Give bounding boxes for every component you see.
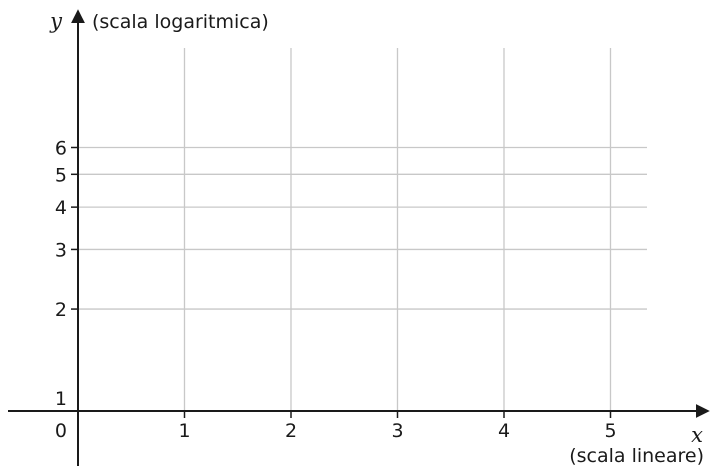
y-tick-label-1: 1 — [55, 388, 67, 410]
y-tick-label-3: 3 — [55, 239, 67, 261]
x-tick-label-5: 5 — [604, 420, 616, 442]
ticks — [71, 148, 611, 419]
y-tick-label-5: 5 — [55, 164, 67, 186]
x-axis-label: x — [691, 423, 703, 447]
x-axis-scale-note: (scala lineare) — [569, 445, 704, 467]
y-tick-label-2: 2 — [55, 299, 67, 321]
x-tick-label-3: 3 — [391, 420, 403, 442]
y-axis-label: y — [49, 9, 63, 33]
y-axis-scale-note: (scala logaritmica) — [92, 11, 269, 33]
y-tick-label-6: 6 — [55, 138, 67, 160]
x-tick-label-4: 4 — [498, 420, 510, 442]
grid — [78, 48, 647, 411]
x-tick-label-1: 1 — [178, 420, 190, 442]
y-tick-label-4: 4 — [55, 197, 67, 219]
x-tick-label-2: 2 — [285, 420, 297, 442]
origin-label: 0 — [55, 420, 67, 442]
tick-labels: 1 2 3 4 5 1 2 3 4 5 6 — [55, 138, 617, 443]
